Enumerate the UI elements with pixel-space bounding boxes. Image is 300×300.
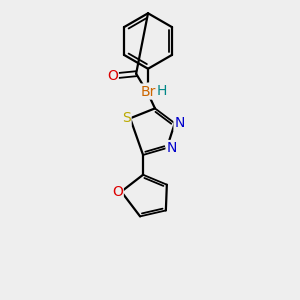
Text: O: O (107, 69, 118, 83)
Text: S: S (122, 111, 130, 125)
Text: N: N (175, 116, 185, 130)
Text: N: N (148, 84, 158, 98)
Text: H: H (157, 84, 167, 98)
Text: Br: Br (140, 85, 156, 98)
Text: O: O (112, 184, 123, 199)
Text: N: N (167, 141, 177, 155)
